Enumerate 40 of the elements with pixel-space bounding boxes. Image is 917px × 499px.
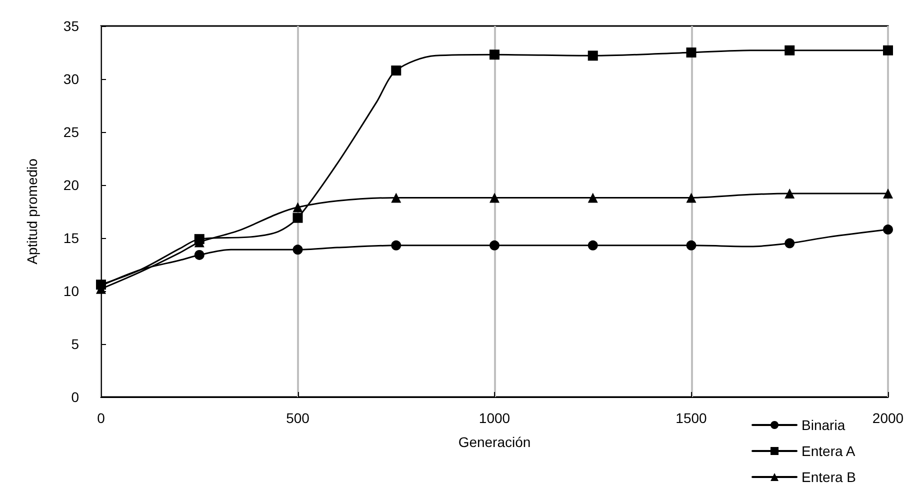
point: [490, 50, 500, 60]
point: [784, 188, 795, 198]
point: [784, 45, 795, 56]
point: [292, 212, 303, 223]
point: [883, 188, 893, 198]
point: [686, 48, 696, 58]
x-axis-title: Generación: [458, 434, 531, 450]
x-tick-label: 0: [97, 410, 106, 426]
y-tick-label: 30: [63, 71, 80, 87]
point: [490, 240, 500, 250]
legend-label: Binaria: [802, 417, 846, 433]
point: [588, 50, 598, 61]
point: [292, 202, 303, 212]
legend-label: Entera A: [802, 443, 856, 459]
point: [784, 238, 795, 248]
point: [588, 240, 598, 250]
y-tick-label: 0: [71, 389, 80, 405]
y-tick-label: 20: [63, 177, 80, 193]
y-tick-label: 5: [71, 336, 80, 352]
x-tick-label: 2000: [872, 410, 904, 426]
point: [194, 250, 204, 260]
point: [588, 192, 598, 203]
x-tick-label: 500: [286, 410, 310, 426]
y-tick-label: 10: [63, 283, 80, 299]
point: [883, 45, 893, 56]
point: [391, 192, 402, 203]
point: [490, 192, 500, 203]
point: [391, 66, 402, 76]
legend-label: Entera B: [802, 469, 856, 485]
point: [391, 240, 402, 250]
x-tick-label: 1000: [478, 410, 510, 426]
y-tick-label: 35: [63, 18, 80, 34]
y-tick-label: 25: [63, 124, 80, 140]
point: [686, 192, 696, 203]
x-tick-label: 1500: [676, 410, 708, 426]
y-axis-title: Aptitud promedio: [24, 158, 40, 264]
point: [292, 244, 303, 255]
point: [686, 240, 696, 250]
point: [883, 224, 893, 235]
y-tick-label: 15: [63, 230, 80, 246]
